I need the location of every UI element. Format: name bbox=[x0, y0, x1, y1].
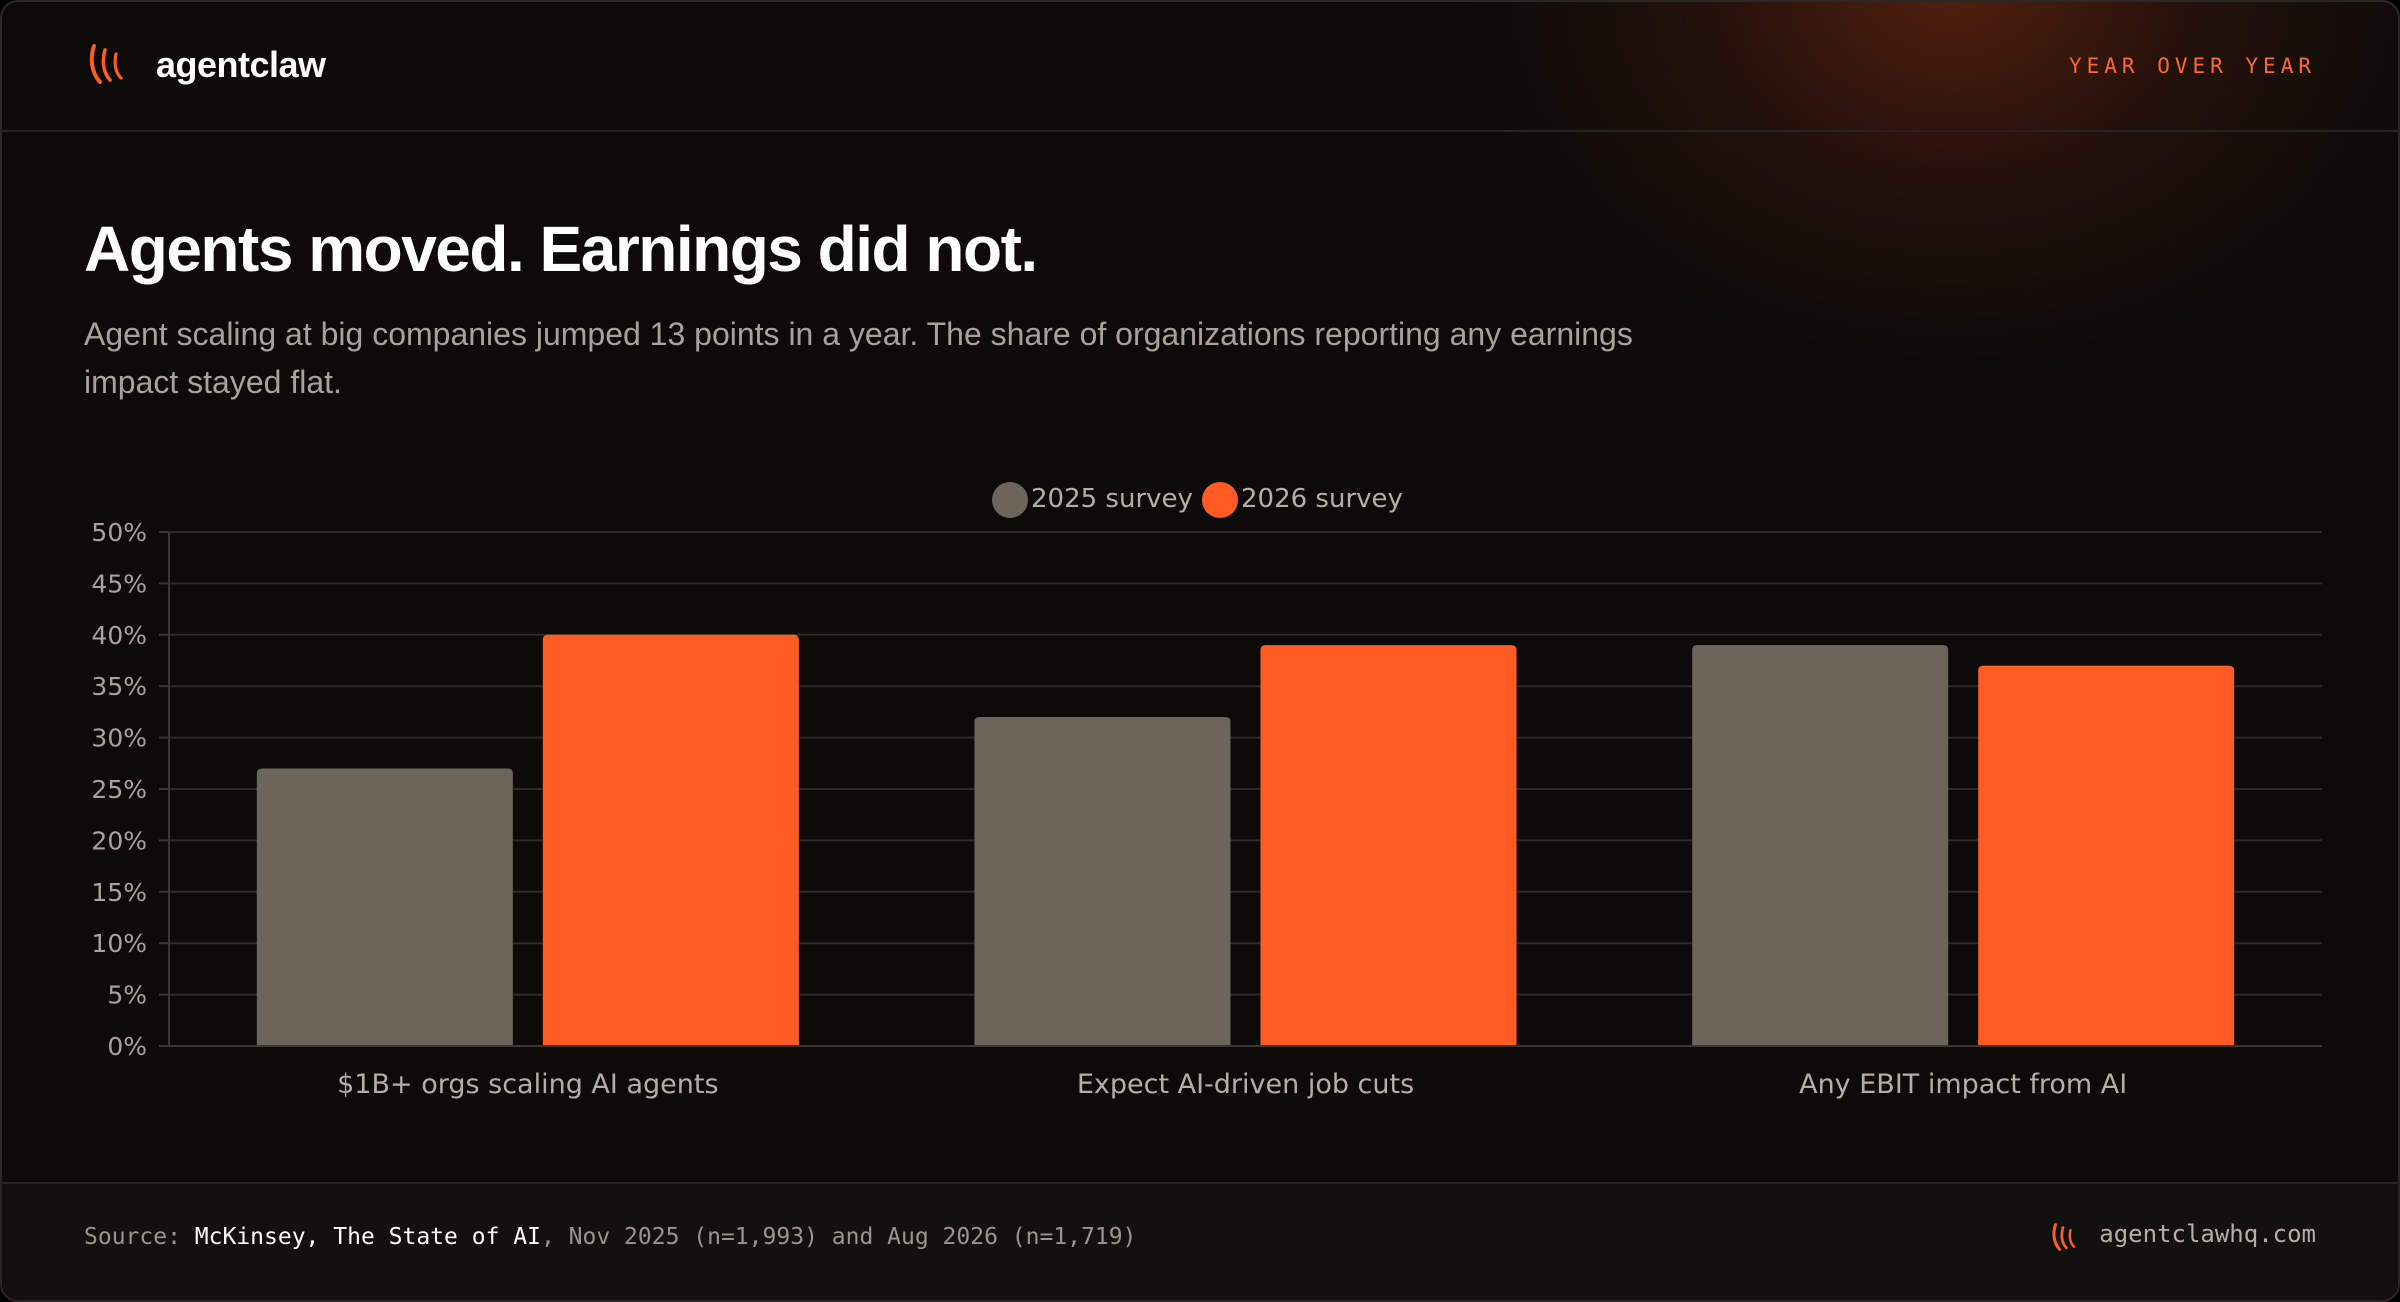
y-tick-label: 40% bbox=[91, 621, 147, 650]
y-tick-label: 45% bbox=[91, 569, 147, 598]
bar-2026 bbox=[1260, 645, 1517, 1046]
claw-logo-icon bbox=[89, 44, 123, 84]
bar-2025 bbox=[256, 768, 513, 1046]
chart-labels: 0% 5% 10% 15% 20% 25% 30% 35% 40% 45% 50% $1B+ orgs… bbox=[91, 518, 2127, 1100]
y-tick-label: 50% bbox=[91, 518, 147, 547]
source-details: , Nov 2025 (n=1,993) and Aug 2026 (n=1,7… bbox=[540, 1224, 1137, 1250]
x-tick-label: Any EBIT impact from AI bbox=[1799, 1069, 2127, 1100]
header-tag: YEAR OVER YEAR bbox=[2068, 54, 2316, 78]
site-link[interactable]: agentclawhq.com bbox=[2099, 1220, 2316, 1248]
y-tick-label: 0% bbox=[107, 1032, 147, 1061]
y-tick-label: 35% bbox=[91, 672, 147, 701]
footer: Source: McKinsey, The State of AI, Nov 2… bbox=[2, 1182, 2398, 1300]
y-tick-label: 5% bbox=[107, 981, 147, 1010]
legend-swatch-2025 bbox=[992, 482, 1028, 518]
claw-logo-small-icon bbox=[2052, 1223, 2076, 1251]
legend-swatch-2026 bbox=[1202, 482, 1238, 518]
chart-axes bbox=[159, 531, 2322, 1047]
y-tick-label: 15% bbox=[91, 878, 147, 907]
y-tick-label: 30% bbox=[91, 724, 147, 753]
x-tick-label: $1B+ orgs scaling AI agents bbox=[337, 1069, 718, 1100]
bar-2026 bbox=[1978, 665, 2235, 1046]
chart-gridlines bbox=[169, 531, 2322, 996]
footer-brand: agentclawhq.com bbox=[2052, 1220, 2316, 1260]
source-note: Source: McKinsey, The State of AI, Nov 2… bbox=[84, 1224, 1136, 1250]
header: agentclaw YEAR OVER YEAR bbox=[2, 2, 2398, 132]
chart-bars bbox=[256, 634, 2235, 1046]
source-prefix: Source: bbox=[84, 1224, 195, 1250]
bar-2026 bbox=[542, 634, 799, 1046]
y-tick-label: 20% bbox=[91, 826, 147, 855]
brand-name: agentclaw bbox=[156, 44, 326, 85]
x-tick-label: Expect AI-driven job cuts bbox=[1077, 1069, 1414, 1100]
legend-label-2026: 2026 survey bbox=[1241, 484, 1403, 514]
page-subtitle: Agent scaling at big companies jumped 13… bbox=[84, 316, 1633, 400]
source-name: McKinsey, The State of AI bbox=[194, 1224, 541, 1250]
y-tick-label: 10% bbox=[91, 929, 147, 958]
bar-2025 bbox=[974, 717, 1231, 1046]
bar-2025 bbox=[1692, 645, 1949, 1046]
y-tick-label: 25% bbox=[91, 775, 147, 804]
legend-label-2025: 2025 survey bbox=[1031, 484, 1193, 514]
page-title: Agents moved. Earnings did not. bbox=[84, 213, 1038, 285]
